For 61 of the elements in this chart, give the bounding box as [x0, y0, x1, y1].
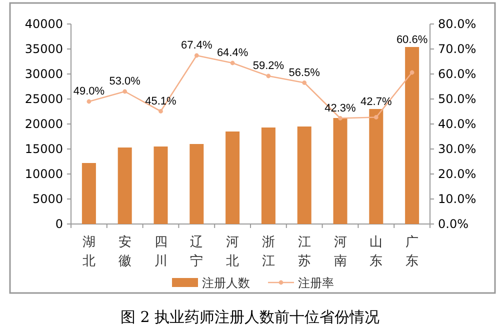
x-tick-label: 湖北 [82, 235, 96, 269]
bar [226, 132, 240, 224]
data-label: 67.4% [181, 40, 212, 52]
point [338, 116, 342, 120]
x-tick-label: 江苏 [298, 235, 311, 269]
point [230, 60, 235, 66]
bar [369, 109, 384, 224]
y-tick-label: 25000 [24, 92, 63, 106]
y2-tick-label: 40.0% [438, 117, 476, 131]
y-tick-label: 35000 [24, 42, 63, 56]
bar [190, 144, 204, 224]
y2-tick-label: 70.0% [438, 42, 476, 56]
y-tick-label: 10000 [24, 167, 63, 181]
data-label: 42.7% [360, 96, 392, 108]
point [158, 109, 163, 114]
y2-tick-label: 20.0% [438, 167, 476, 181]
bar [154, 146, 168, 224]
data-label: 53.0% [109, 76, 141, 88]
point [266, 74, 271, 78]
bar [261, 128, 276, 224]
bar [333, 118, 348, 224]
bar [297, 126, 312, 224]
point [122, 89, 128, 94]
point [374, 115, 378, 120]
y2-tick-label: 80.0% [438, 17, 476, 31]
y2-tick-label: 30.0% [438, 142, 476, 156]
y-tick-label: 15000 [24, 142, 63, 156]
bar [405, 47, 420, 224]
x-tick-label: 辽宁 [190, 235, 204, 269]
y2-tick-label: 50.0% [438, 92, 476, 106]
y2-tick-label: 10.0% [438, 192, 476, 206]
legend-label: 注册率 [298, 276, 334, 290]
legend-label: 注册人数 [202, 276, 250, 290]
data-label: 64.4% [216, 47, 248, 59]
y2-tick-label: 0.0% [438, 217, 468, 231]
point [194, 53, 199, 58]
data-label: 45.1% [145, 95, 177, 108]
y-tick-label: 5000 [32, 192, 63, 206]
y-tick-label: 20000 [24, 117, 63, 131]
data-label: 60.6% [396, 34, 428, 46]
point [302, 80, 307, 85]
x-tick-label: 四川 [154, 235, 168, 269]
point [86, 99, 92, 104]
data-label: 56.5% [288, 66, 320, 79]
x-tick-label: 山东 [370, 235, 383, 269]
x-tick-label: 河北 [226, 235, 240, 269]
y-tick-label: 40000 [24, 17, 63, 31]
y-tick-label: 30000 [24, 67, 63, 81]
text: 图 2 执业药师注册人数前十位省份情况 [120, 308, 380, 326]
x-tick-label: 浙江 [262, 235, 275, 269]
data-label: 49.0% [73, 86, 105, 98]
y2-tick-label: 60.0% [438, 67, 476, 81]
y-tick-label: 0 [55, 217, 63, 231]
data-label: 59.2% [252, 60, 284, 72]
point [410, 70, 414, 75]
bar [82, 163, 96, 224]
bar [118, 148, 132, 224]
x-tick-label: 安徽 [118, 234, 132, 269]
x-tick-label: 河南 [334, 235, 347, 269]
x-tick-label: 广东 [406, 235, 419, 269]
data-label: 42.3% [324, 102, 356, 114]
